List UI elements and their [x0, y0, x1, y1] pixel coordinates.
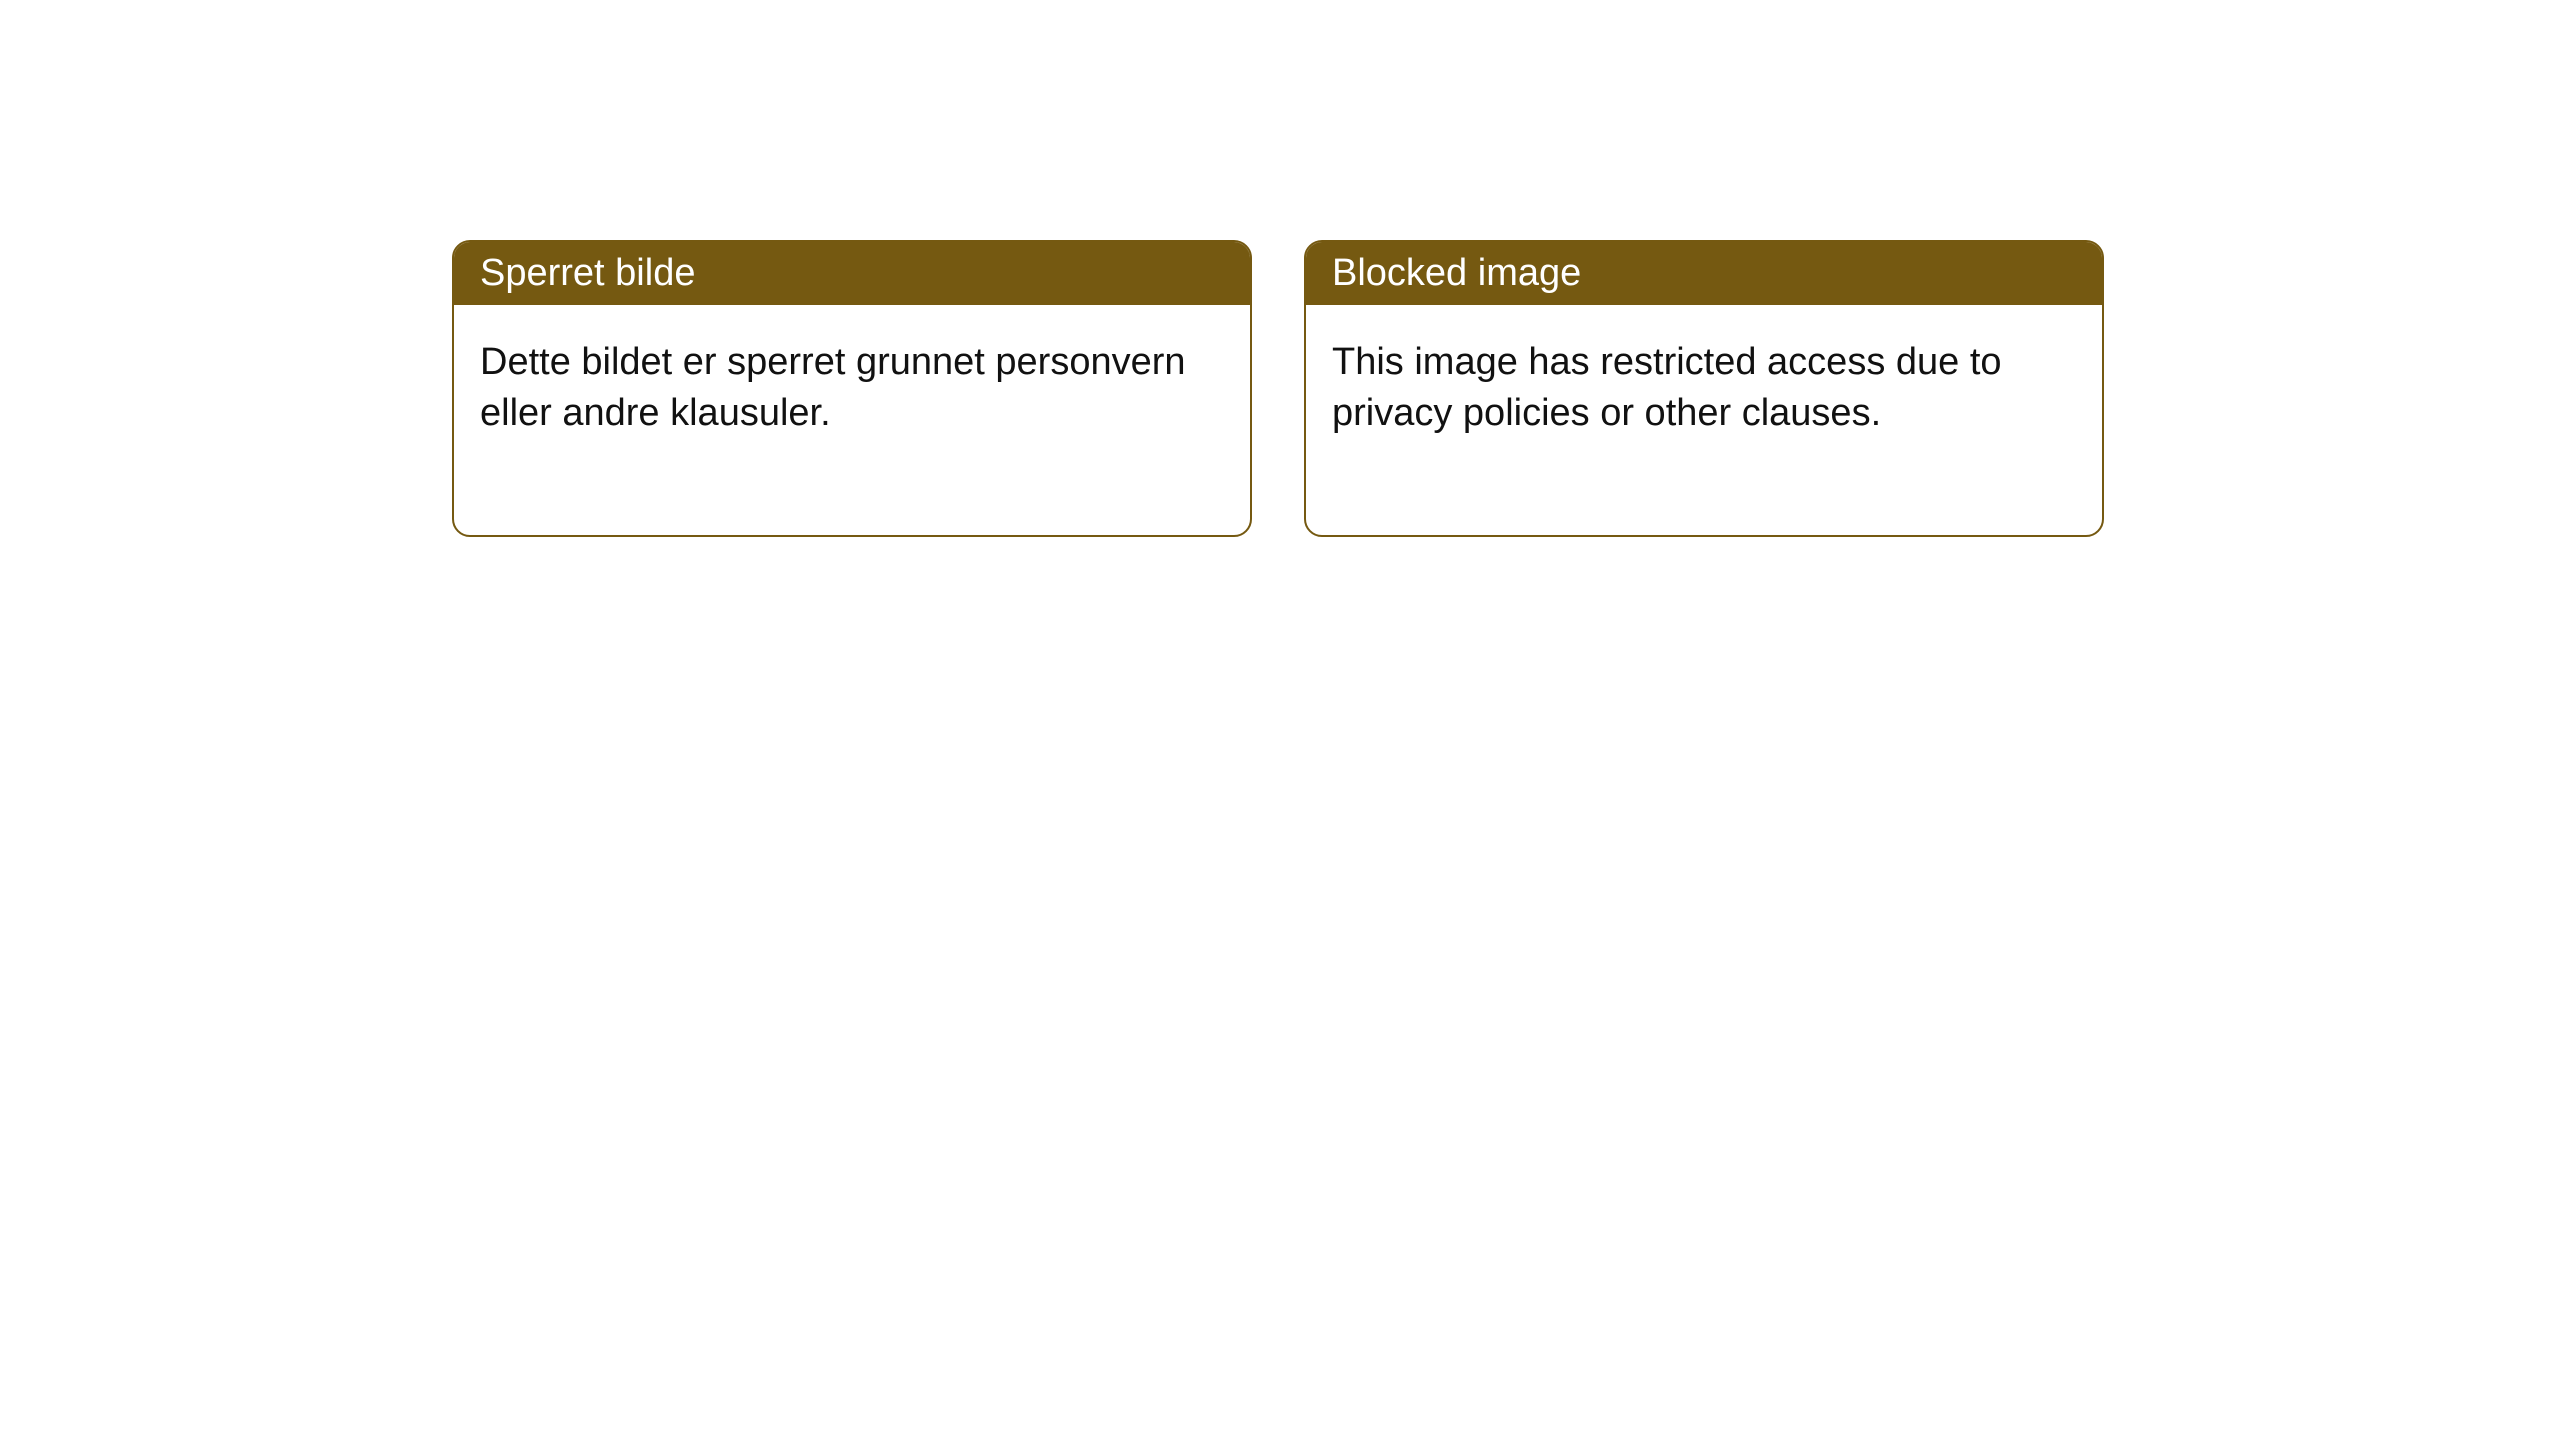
card-message-en: This image has restricted access due to …: [1306, 305, 2102, 535]
blocked-image-card-no: Sperret bilde Dette bildet er sperret gr…: [452, 240, 1252, 537]
blocked-image-card-en: Blocked image This image has restricted …: [1304, 240, 2104, 537]
notice-container: Sperret bilde Dette bildet er sperret gr…: [0, 0, 2560, 537]
card-message-no: Dette bildet er sperret grunnet personve…: [454, 305, 1250, 535]
card-title-no: Sperret bilde: [454, 242, 1250, 305]
card-title-en: Blocked image: [1306, 242, 2102, 305]
